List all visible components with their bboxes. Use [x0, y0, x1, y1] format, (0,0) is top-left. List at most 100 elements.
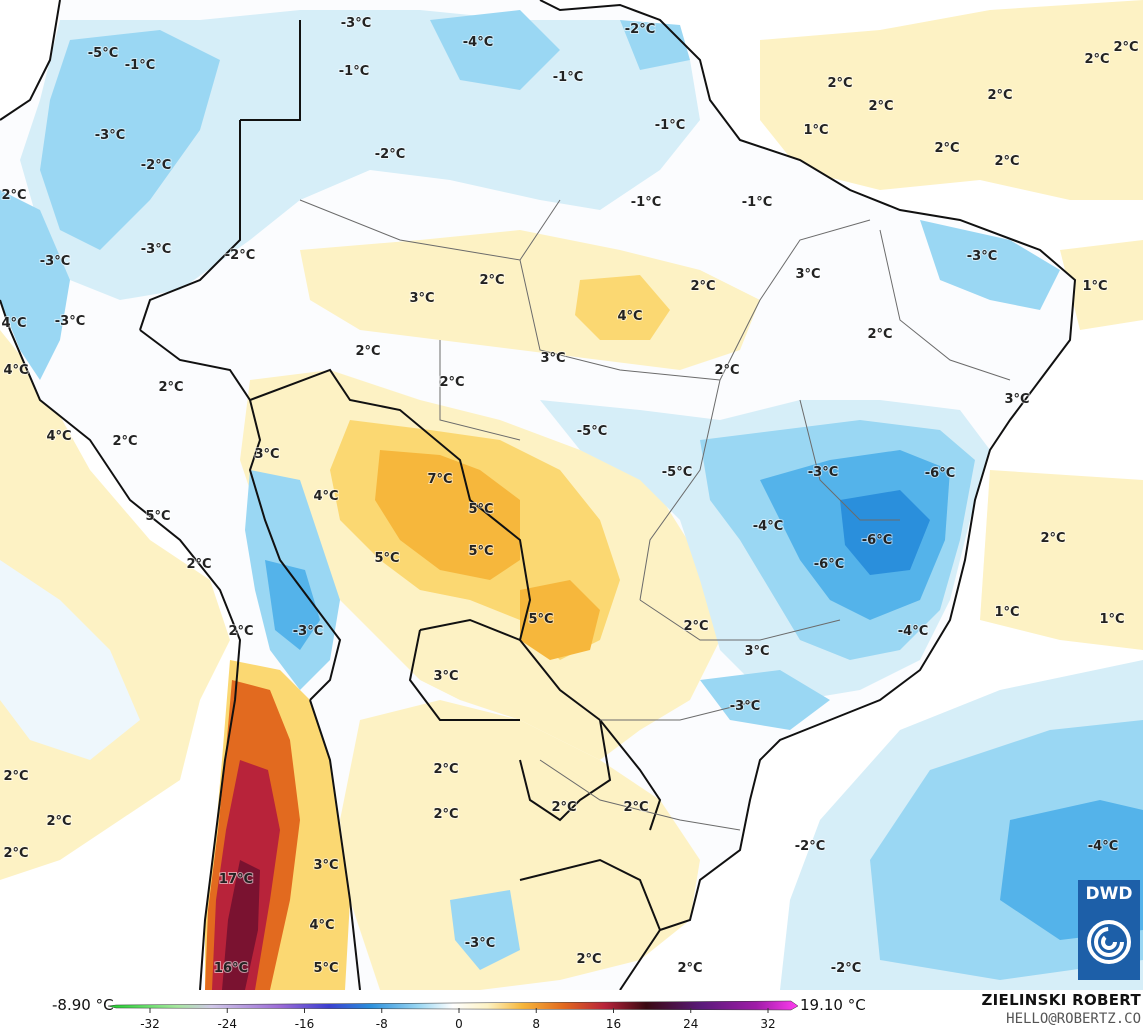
temperature-label: 1°C	[803, 123, 828, 138]
temperature-label: -1°C	[631, 195, 661, 210]
temperature-label: -2°C	[831, 961, 861, 976]
temperature-label: 4°C	[313, 489, 338, 504]
temperature-label: 2°C	[1113, 40, 1138, 55]
temperature-label: 2°C	[228, 624, 253, 639]
legend-tick-label: -16	[295, 1017, 315, 1031]
temperature-label: 4°C	[46, 429, 71, 444]
temperature-label: -3°C	[465, 936, 495, 951]
temperature-label: -3°C	[808, 465, 838, 480]
temperature-label: -5°C	[662, 465, 692, 480]
temperature-label: 5°C	[145, 509, 170, 524]
atlantic-warm-patch	[1060, 240, 1143, 330]
central-warm-hot	[375, 450, 520, 580]
atlantic-warm-region	[760, 0, 1143, 200]
andes-north-cold	[0, 190, 70, 380]
temperature-label: -6°C	[862, 533, 892, 548]
temperature-label: 17°C	[219, 872, 253, 887]
south-cold-patch	[450, 890, 520, 970]
north-cold-east	[430, 10, 560, 90]
temperature-label: -3°C	[341, 16, 371, 31]
temperature-label: 5°C	[468, 502, 493, 517]
temperature-label: 2°C	[934, 141, 959, 156]
legend-tick-label: -24	[217, 1017, 237, 1031]
temperature-label: -5°C	[88, 46, 118, 61]
temperature-label: 3°C	[433, 669, 458, 684]
north-cold-core	[40, 30, 220, 250]
legend-min-label: -8.90 °C	[52, 996, 114, 1014]
temperature-label: -2°C	[141, 158, 171, 173]
temperature-label: 2°C	[868, 99, 893, 114]
temperature-label: 2°C	[827, 76, 852, 91]
temperature-label: 2°C	[439, 375, 464, 390]
temperature-label: 3°C	[540, 351, 565, 366]
country-borders	[0, 0, 1077, 990]
temperature-label: 2°C	[186, 557, 211, 572]
temperature-label: 2°C	[433, 807, 458, 822]
legend-max-label: 19.10 °C	[800, 996, 866, 1014]
temperature-label: 2°C	[1040, 531, 1065, 546]
temperature-label: -1°C	[742, 195, 772, 210]
temperature-label: 3°C	[254, 447, 279, 462]
temperature-anomaly-map: -3°C -4°C -2°C -5°C -1°C -1°C -1°C 2°C 2°C 2°C 2°C…	[0, 0, 1143, 990]
dwd-logo: DWD	[1078, 880, 1140, 980]
temperature-label: -3°C	[141, 242, 171, 257]
temperature-label: -6°C	[925, 466, 955, 481]
temperature-label: 3°C	[409, 291, 434, 306]
temperature-label: -2°C	[375, 147, 405, 162]
temperature-label: 2°C	[623, 800, 648, 815]
temperature-labels: -3°C -4°C -2°C -5°C -1°C -1°C -1°C 2°C 2°C 2°C 2°C…	[0, 15, 1139, 977]
temperature-label: -1°C	[125, 58, 155, 73]
temperature-label: 2°C	[867, 327, 892, 342]
legend-color-bar	[108, 1000, 799, 1011]
temperature-label: 2°C	[576, 952, 601, 967]
temperature-label: -2°C	[225, 248, 255, 263]
andes-cold-core	[265, 560, 320, 650]
dwd-swirl-icon	[1087, 920, 1131, 964]
temperature-label: -1°C	[553, 70, 583, 85]
temperature-label: 16°C	[214, 961, 248, 976]
author-email: HELLO@ROBERTZ.CO	[1006, 1011, 1141, 1027]
temperature-label: -6°C	[814, 557, 844, 572]
temperature-label: -3°C	[293, 624, 323, 639]
temperature-label: -1°C	[655, 118, 685, 133]
temperature-label: -3°C	[967, 249, 997, 264]
state-borders	[299, 199, 1011, 831]
north-warm-patch	[575, 275, 670, 340]
temperature-label: 5°C	[468, 544, 493, 559]
temperature-label: -5°C	[577, 424, 607, 439]
temperature-label: 2°C	[1, 188, 26, 203]
temperature-label: 2°C	[46, 814, 71, 829]
temperature-label: 1°C	[1099, 612, 1124, 627]
temperature-label: 5°C	[528, 612, 553, 627]
dwd-logo-text: DWD	[1085, 884, 1133, 904]
temperature-label: 2°C	[714, 363, 739, 378]
temperature-label: 5°C	[374, 551, 399, 566]
south-warm-region	[340, 700, 700, 990]
temperature-label: 1°C	[1082, 279, 1107, 294]
legend-tick-label: -8	[376, 1017, 388, 1031]
legend-tick-label: 8	[532, 1017, 540, 1031]
color-scale-legend: -32 -24 -16 -8 0 8 16 24 32	[108, 1000, 799, 1031]
northeast-brazil-cold	[920, 220, 1060, 310]
temperature-label: 4°C	[3, 363, 28, 378]
temperature-label: -4°C	[898, 624, 928, 639]
temperature-label: -4°C	[753, 519, 783, 534]
temperature-label: -3°C	[95, 128, 125, 143]
temperature-label: 2°C	[1084, 52, 1109, 67]
temperature-label: -2°C	[795, 839, 825, 854]
temperature-label: 2°C	[479, 273, 504, 288]
legend-tick-label: 0	[455, 1017, 463, 1031]
temperature-label: 3°C	[744, 644, 769, 659]
temperature-label: 2°C	[683, 619, 708, 634]
legend-tick-label: 16	[606, 1017, 621, 1031]
temperature-label: 2°C	[355, 344, 380, 359]
temperature-label: 2°C	[551, 800, 576, 815]
legend-footer: -8.90 °C -32 -24 -16 -8	[0, 990, 1143, 1035]
author-name: ZIELINSKI ROBERT	[981, 991, 1141, 1009]
temperature-label: -3°C	[55, 314, 85, 329]
temperature-label: 4°C	[617, 309, 642, 324]
pacific-cold-region	[0, 560, 140, 760]
central-warm-east	[520, 580, 600, 660]
temperature-label: 2°C	[3, 769, 28, 784]
temperature-label: 1°C	[994, 605, 1019, 620]
